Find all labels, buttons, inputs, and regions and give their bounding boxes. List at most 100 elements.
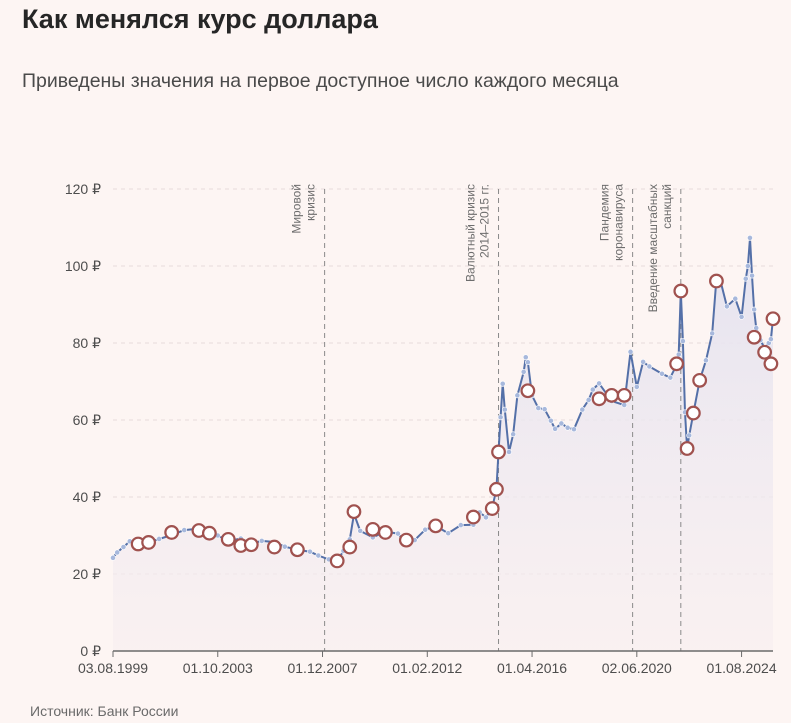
data-point	[747, 234, 753, 241]
data-point	[156, 536, 162, 542]
highlight-point	[685, 405, 701, 421]
data-point	[646, 363, 653, 370]
data-point	[749, 272, 755, 279]
highlight-point	[757, 344, 773, 360]
x-tick-label: 01.02.2012	[392, 660, 462, 676]
chart-title: Как менялся курс доллара	[22, 4, 378, 34]
data-point	[483, 514, 489, 521]
data-point	[520, 368, 527, 375]
highlight-point	[616, 387, 632, 403]
event-label: Мировойкризис	[290, 184, 318, 234]
event-label-line: Валютный кризис	[464, 184, 478, 282]
x-tick-label: 01.12.2007	[287, 660, 357, 676]
data-point	[751, 306, 758, 313]
highlight-point	[243, 537, 259, 553]
x-tick-label: 01.10.2003	[183, 660, 253, 676]
data-point	[510, 431, 517, 438]
data-point	[457, 522, 464, 529]
highlight-point	[365, 521, 381, 537]
data-point	[640, 358, 646, 365]
highlight-point	[346, 504, 362, 520]
data-point	[585, 397, 592, 403]
highlight-point	[669, 356, 685, 372]
highlight-layer	[130, 273, 781, 569]
data-point	[307, 548, 313, 555]
data-point	[627, 348, 634, 355]
event-label-line: Мировой	[290, 184, 304, 234]
event-layer: Мировойкризис Валютный кризис2014–2015 гг…	[290, 184, 682, 651]
highlight-point	[591, 391, 607, 407]
highlight-point	[692, 372, 708, 388]
data-point	[501, 406, 508, 413]
data-point	[114, 549, 121, 556]
highlight-point	[377, 525, 393, 540]
highlight-point	[746, 329, 762, 345]
event-label-line: 2014–2015 гг.	[478, 184, 492, 258]
highlight-point	[164, 525, 180, 540]
highlight-point	[201, 525, 217, 541]
area-layer	[113, 237, 773, 651]
data-point	[738, 313, 745, 320]
data-point	[110, 554, 116, 561]
data-point	[571, 426, 577, 433]
data-point	[552, 425, 558, 432]
data-point	[680, 338, 686, 344]
event-label: Пандемиякоронавируса	[598, 184, 626, 261]
data-point	[357, 527, 364, 534]
data-point	[667, 374, 674, 381]
data-point	[732, 295, 739, 302]
data-point	[497, 414, 504, 421]
data-point	[315, 552, 322, 559]
data-point	[541, 406, 548, 413]
highlight-point	[763, 356, 779, 372]
event-label-line: коронавируса	[612, 184, 626, 261]
area-fill	[113, 237, 773, 651]
data-point	[395, 530, 401, 537]
y-tick-label: 40 ₽	[73, 489, 101, 505]
data-point	[768, 336, 774, 343]
event-label-line: Пандемия	[598, 184, 612, 241]
highlight-point	[673, 283, 689, 299]
y-tick-label: 0 ₽	[80, 643, 101, 659]
event-label: Валютный кризис2014–2015 гг.	[464, 184, 492, 282]
y-tick-label: 60 ₽	[73, 412, 101, 428]
highlight-point	[679, 441, 695, 456]
y-tick-label: 120 ₽	[65, 181, 101, 197]
highlight-point	[428, 518, 444, 534]
data-point	[445, 530, 452, 537]
data-point	[548, 417, 554, 424]
data-point	[659, 370, 665, 377]
data-point	[621, 402, 628, 408]
data-point	[564, 424, 571, 431]
x-tick-label: 02.06.2020	[602, 660, 672, 676]
highlight-point	[141, 535, 157, 550]
data-point	[535, 405, 542, 411]
event-label: Введение масштабныхсанкций	[646, 184, 674, 312]
data-point	[181, 527, 188, 534]
data-point	[120, 544, 127, 550]
data-point	[422, 526, 429, 533]
chart-subtitle: Приведены значения на первое доступное ч…	[22, 70, 619, 92]
highlight-point	[289, 542, 305, 558]
highlight-point	[484, 501, 500, 516]
data-point	[514, 392, 521, 399]
data-point	[753, 325, 760, 331]
source-note: Источник: Банк России	[30, 703, 179, 719]
highlight-point	[491, 444, 506, 460]
event-label-line: санкций	[660, 184, 674, 229]
highlight-point	[220, 531, 236, 547]
highlight-point	[709, 273, 724, 289]
data-point	[744, 263, 751, 269]
axis-layer: 0 ₽ 20 ₽ 40 ₽ 60 ₽ 80 ₽ 100 ₽ 120 ₽ 03.08.1999 0…	[65, 181, 777, 676]
x-tick-label: 01.04.2016	[497, 660, 567, 676]
highlight-point	[520, 383, 536, 399]
y-tick-label: 100 ₽	[65, 258, 101, 274]
highlight-point	[765, 311, 781, 327]
data-point	[281, 543, 288, 550]
data-point	[686, 432, 693, 439]
data-point	[579, 406, 586, 413]
highlight-point	[266, 539, 282, 555]
data-point	[522, 354, 529, 361]
event-label-line: Введение масштабных	[646, 184, 660, 312]
